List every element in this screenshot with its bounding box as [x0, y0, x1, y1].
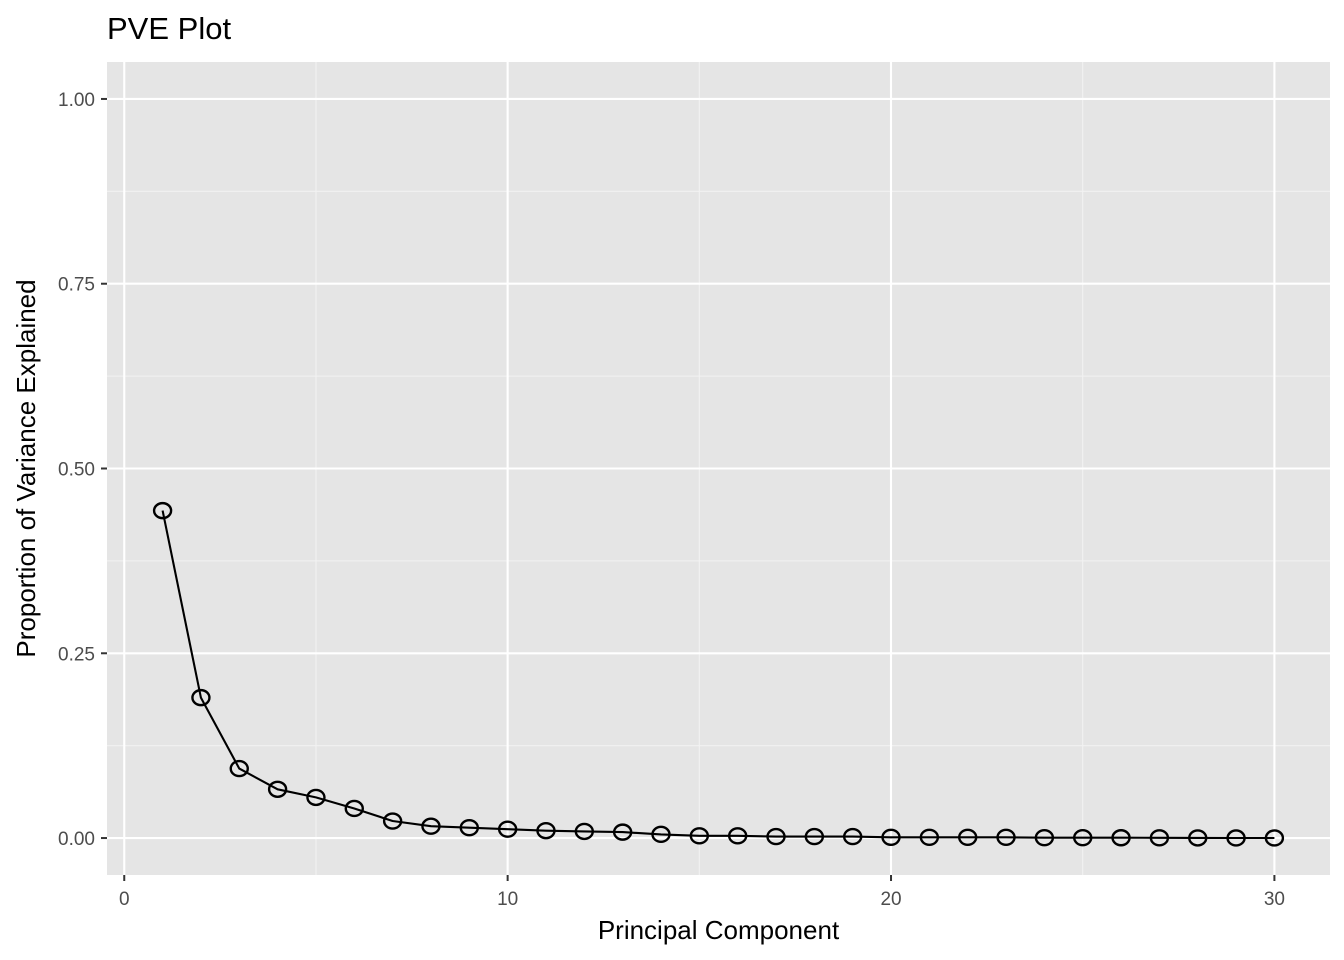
data-point — [689, 827, 710, 845]
data-point — [1264, 829, 1285, 847]
y-tick-label: 0.25 — [58, 644, 95, 665]
data-point — [881, 828, 901, 847]
data-point — [191, 688, 211, 707]
y-tick-label: 0.75 — [58, 275, 95, 296]
data-point — [958, 828, 978, 847]
data-point — [612, 823, 633, 841]
data-series — [152, 501, 1285, 847]
data-point — [1188, 829, 1208, 847]
x-tick-label: 10 — [497, 889, 518, 910]
data-point — [152, 501, 173, 520]
data-point — [536, 821, 556, 840]
data-point — [1034, 828, 1055, 847]
data-point — [344, 799, 364, 818]
data-point — [229, 759, 249, 778]
data-point — [382, 812, 403, 830]
data-point — [1111, 829, 1131, 847]
data-point — [804, 827, 825, 846]
data-point — [766, 827, 786, 846]
x-axis-title: Principal Component — [598, 915, 840, 945]
data-point — [1073, 828, 1093, 847]
series-line — [161, 510, 1275, 840]
data-point — [842, 827, 863, 846]
chart-title: PVE Plot — [107, 11, 231, 46]
x-tick-label: 0 — [119, 889, 130, 910]
data-point — [306, 788, 326, 807]
x-tick-label: 30 — [1264, 889, 1285, 910]
data-point — [267, 780, 288, 798]
data-point — [996, 828, 1016, 847]
grid-lines — [107, 62, 1330, 875]
data-point — [459, 818, 479, 837]
data-point — [1149, 829, 1170, 847]
y-tick-label: 1.00 — [58, 90, 95, 111]
data-point — [421, 817, 441, 835]
y-tick-label: 0.00 — [58, 829, 95, 850]
x-tick-label: 20 — [880, 889, 901, 910]
axes: 0 10 20 30 0.00 0.25 0.50 0.75 1.00 — [58, 90, 1285, 910]
y-tick-label: 0.50 — [58, 460, 95, 481]
data-point — [651, 825, 671, 844]
data-point — [919, 828, 940, 847]
data-point — [574, 822, 595, 841]
y-axis-title: Proportion of Variance Explained — [11, 279, 41, 657]
data-point — [1226, 829, 1246, 847]
data-point — [727, 827, 748, 845]
data-point — [497, 820, 518, 838]
